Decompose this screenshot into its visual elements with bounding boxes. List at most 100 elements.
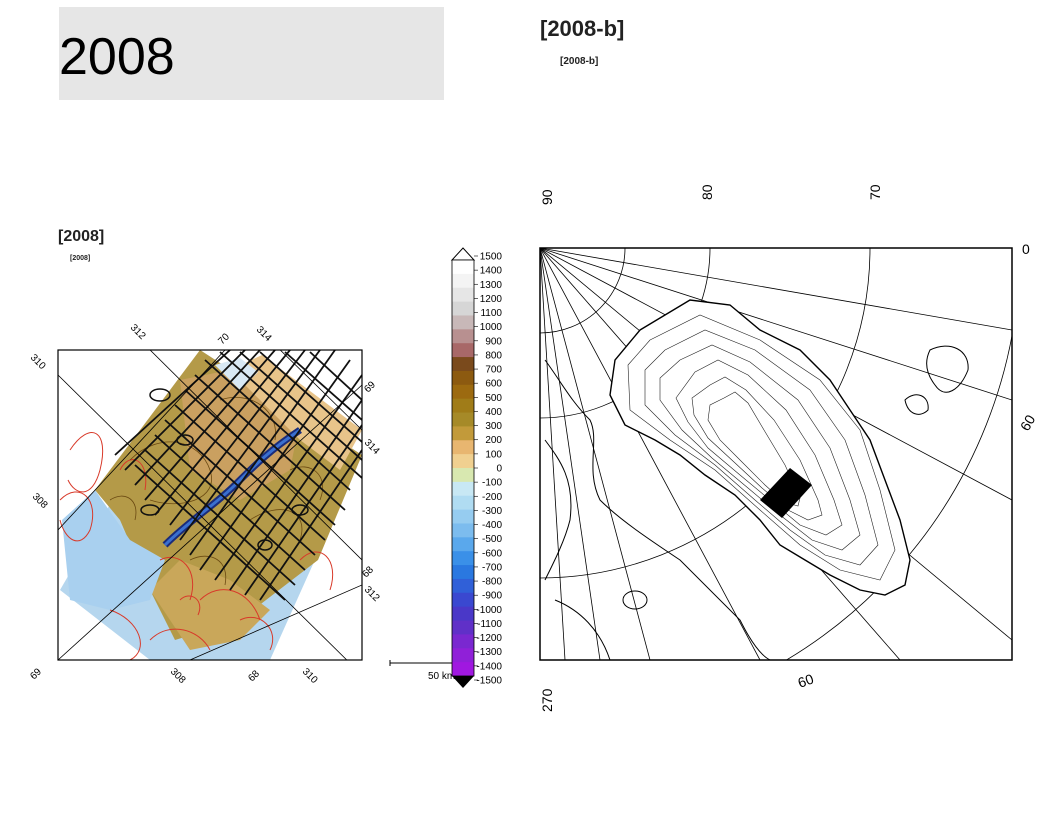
swath-water-left xyxy=(62,490,165,610)
colorbar-swatch xyxy=(452,620,474,635)
left-label-312-top: 312 xyxy=(128,322,148,342)
colorbar-tick-label: -1200 xyxy=(476,633,502,644)
colorbar-tick-label: -600 xyxy=(482,548,502,559)
left-label-68-right: 68 xyxy=(360,564,376,580)
colorbar-swatch xyxy=(452,273,474,289)
scale-bar-label: 50 km xyxy=(428,671,455,682)
colorbar-tick-label: 600 xyxy=(485,379,502,390)
right-label-60-right: 60 xyxy=(1017,412,1039,434)
colorbar-swatch xyxy=(452,606,474,622)
colorbar-swatch xyxy=(452,398,474,414)
colorbar-bottom-arrow xyxy=(452,676,474,688)
islands xyxy=(904,345,969,415)
colorbar-tick-label: -1000 xyxy=(476,605,502,616)
right-label-90: 90 xyxy=(539,189,555,205)
study-area-box xyxy=(760,468,812,518)
right-label-60-bottom: 60 xyxy=(796,670,816,690)
colorbar-swatch xyxy=(452,315,474,330)
left-label-69-right: 69 xyxy=(362,379,378,395)
colorbar-tick-label: -100 xyxy=(482,478,502,489)
colorbar-tick-label: 800 xyxy=(485,350,502,361)
colorbar-swatch xyxy=(452,495,474,511)
colorbar-tick-label: -300 xyxy=(482,506,502,517)
colorbar-swatch xyxy=(452,260,474,275)
right-label-80: 80 xyxy=(699,184,715,200)
swath-land-mid xyxy=(150,560,270,650)
colorbar-swatch xyxy=(452,357,474,372)
colorbar-swatch xyxy=(452,412,474,427)
colorbar-swatch xyxy=(452,551,474,566)
colorbar-tick-label: -700 xyxy=(482,562,502,573)
colorbar-swatch xyxy=(452,523,474,538)
canada-coast xyxy=(544,359,771,660)
left-label-308-bottom: 308 xyxy=(168,666,188,686)
colorbar-swatch xyxy=(452,648,474,663)
slide-title: 2008 xyxy=(59,28,175,86)
colorbar-tick-label: 400 xyxy=(485,407,502,418)
colorbar-tick-label: 100 xyxy=(485,449,502,460)
left-subheading: [2008] xyxy=(70,255,91,262)
colorbar-tick-label: -1300 xyxy=(476,647,502,658)
colorbar-swatch xyxy=(452,537,474,552)
left-label-310-top: 310 xyxy=(28,352,48,372)
right-subheading: [2008-b] xyxy=(560,56,599,67)
colorbar-tick-label: 1200 xyxy=(480,294,503,305)
colorbar-tick-label: -800 xyxy=(482,577,502,588)
left-map: 310 312 70 314 69 314 308 68 312 69 308 … xyxy=(28,322,455,686)
colorbar-tick-label: -900 xyxy=(482,591,502,602)
colorbar-top-arrow xyxy=(450,247,476,261)
colorbar-swatch xyxy=(452,329,474,344)
colorbar-tick-label: 300 xyxy=(485,421,502,432)
colorbar-swatch xyxy=(452,578,474,594)
colorbar-tick-label: 1400 xyxy=(480,266,503,277)
colorbar-tick-label: 1000 xyxy=(480,322,503,333)
left-label-69-bottom: 69 xyxy=(28,666,44,682)
colorbar-swatch xyxy=(452,592,474,608)
colorbar-tick-label: -500 xyxy=(482,534,502,545)
colorbar-swatch xyxy=(452,454,474,469)
right-label-270: 270 xyxy=(539,688,555,712)
colorbar-tick-label: 500 xyxy=(485,393,502,404)
left-heading: [2008] xyxy=(58,228,105,245)
colorbar-swatch xyxy=(452,468,474,483)
left-graticule xyxy=(58,350,362,660)
colorbar-tick-label: -400 xyxy=(482,520,502,531)
left-label-312-right: 312 xyxy=(362,584,382,604)
colorbar-swatch xyxy=(452,426,474,441)
colorbar-swatch xyxy=(452,565,474,580)
red-contours xyxy=(59,432,334,660)
colorbar-tick-label: 0 xyxy=(496,464,502,475)
colorbar-tick-label: -1500 xyxy=(476,676,502,687)
colorbar-swatch xyxy=(452,370,474,386)
left-label-70-top: 70 xyxy=(216,331,232,347)
left-label-314-right: 314 xyxy=(362,437,382,457)
colorbar-tick-label: 1100 xyxy=(480,308,502,319)
colorbar-tick-label: 900 xyxy=(485,336,502,347)
greenland-outline xyxy=(609,299,911,596)
colorbar-tick-label: -1400 xyxy=(476,661,502,672)
colorbar-tick-label: 1300 xyxy=(480,280,503,291)
colorbar-swatch xyxy=(452,343,474,358)
colorbar-swatch xyxy=(452,509,474,524)
right-map-frame xyxy=(539,247,1013,661)
colorbar-swatch xyxy=(452,440,474,455)
colorbar: 1500140013001200110010009008007006005004… xyxy=(450,247,503,688)
left-label-68-bottom: 68 xyxy=(246,668,262,684)
colorbar-tick-label: 1500 xyxy=(480,252,503,263)
right-heading: [2008-b] xyxy=(540,16,625,41)
colorbar-tick-label: 700 xyxy=(485,365,502,376)
title-box: 2008 xyxy=(59,7,444,100)
left-map-frame xyxy=(57,349,363,661)
left-label-308-left: 308 xyxy=(30,491,50,511)
right-label-70: 70 xyxy=(867,184,883,200)
colorbar-swatch xyxy=(452,287,474,303)
flight-lines xyxy=(114,350,362,601)
left-label-310-bottom: 310 xyxy=(300,666,320,686)
ice-contours xyxy=(627,314,896,581)
colorbar-swatch xyxy=(452,384,474,400)
colorbar-tick-label: -1100 xyxy=(477,619,502,630)
right-label-0: 0 xyxy=(1022,241,1030,257)
colorbar-swatch xyxy=(452,301,474,316)
colorbar-swatch xyxy=(452,634,474,649)
left-label-314-top: 314 xyxy=(254,324,274,344)
